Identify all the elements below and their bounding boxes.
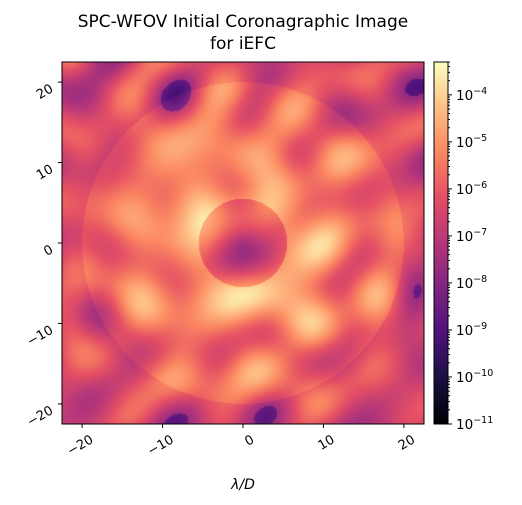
x-tick-label: −20 bbox=[65, 432, 96, 459]
chart-title-line-2: for iEFC bbox=[210, 34, 276, 54]
x-tick-label: −10 bbox=[145, 432, 176, 459]
y-tick-label: −20 bbox=[25, 403, 56, 430]
x-tick-label: 0 bbox=[242, 432, 257, 449]
colorbar-tick-label: 10−5 bbox=[456, 133, 487, 151]
y-axis: −20 −10 0 10 20 bbox=[25, 82, 62, 430]
colorbar-tick-label: 10−10 bbox=[456, 368, 493, 386]
chart-title: SPC-WFOV Initial Coronagraphic Image for… bbox=[78, 12, 408, 54]
colorbar-gradient bbox=[434, 62, 448, 424]
colorbar-tick-label: 10−11 bbox=[456, 415, 493, 433]
x-tick-label: 20 bbox=[396, 432, 418, 453]
colorbar-tick-label: 10−4 bbox=[456, 86, 487, 104]
y-tick-label: 10 bbox=[34, 162, 56, 183]
x-axis: −20 −10 0 10 20 bbox=[65, 424, 418, 459]
x-tick-label: 10 bbox=[316, 432, 338, 453]
colorbar: 10−11 10−10 10−9 10−8 10−7 10−6 10−5 10−4 bbox=[433, 61, 493, 433]
colorbar-tick-label: 10−7 bbox=[456, 227, 487, 245]
chart-title-line-1: SPC-WFOV Initial Coronagraphic Image bbox=[78, 12, 408, 32]
colorbar-tick-label: 10−8 bbox=[456, 274, 487, 292]
colorbar-tick-label: 10−9 bbox=[456, 321, 487, 339]
y-tick-label: 20 bbox=[34, 82, 56, 103]
y-tick-label: 0 bbox=[41, 242, 56, 259]
y-tick-label: −10 bbox=[25, 323, 56, 350]
colorbar-ticks: 10−11 10−10 10−9 10−8 10−7 10−6 10−5 10−4 bbox=[448, 61, 493, 433]
colorbar-tick-label: 10−6 bbox=[456, 180, 487, 198]
heatmap-plot-area bbox=[61, 61, 425, 425]
x-axis-label: λ/D bbox=[230, 477, 255, 493]
heatmap-image bbox=[62, 62, 424, 424]
